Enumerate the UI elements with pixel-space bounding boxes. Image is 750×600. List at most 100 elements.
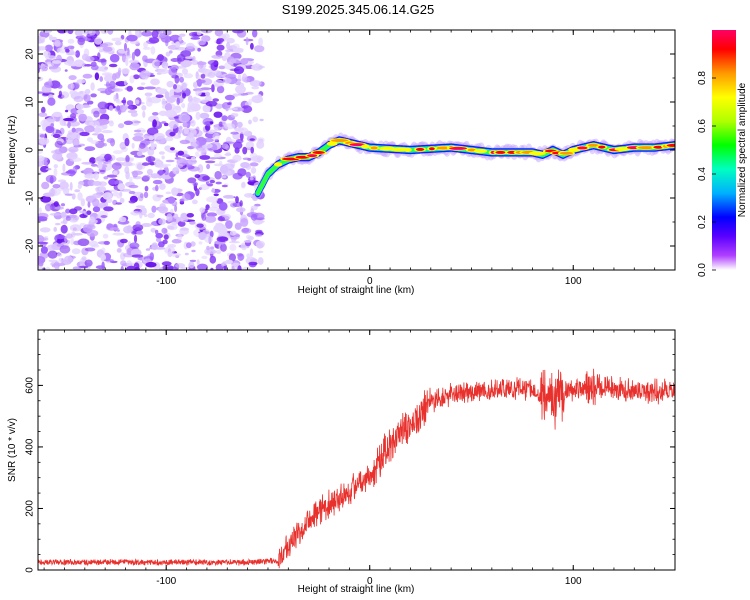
noise-blob [156, 237, 162, 243]
noise-blob [224, 94, 235, 101]
noise-blob [99, 43, 109, 48]
noise-blob [106, 174, 118, 178]
noise-blob [38, 149, 43, 155]
noise-blob [41, 92, 49, 97]
noise-blob [167, 224, 178, 231]
noise-blob [158, 206, 169, 214]
noise-blob [194, 174, 201, 179]
noise-blob [119, 197, 125, 204]
noise-blob [94, 156, 106, 164]
noise-blob [206, 245, 210, 251]
noise-blob [128, 200, 136, 204]
noise-blob [134, 30, 140, 36]
noise-blob [45, 125, 55, 134]
noise-blob [120, 265, 124, 270]
noise-blob [146, 168, 153, 176]
noise-blob [167, 196, 176, 204]
spectrogram-y-ticks: -20 -10 0 10 20 [25, 29, 675, 271]
noise-blob [47, 244, 56, 251]
noise-blob [172, 134, 182, 139]
noise-blob [74, 189, 81, 193]
noise-blob [202, 104, 211, 113]
noise-blob [88, 30, 96, 36]
noise-blob [126, 100, 134, 106]
noise-blob [181, 103, 186, 109]
noise-blob [245, 36, 249, 46]
noise-blob [165, 51, 171, 57]
noise-blob [112, 191, 120, 197]
noise-blob [179, 139, 190, 145]
noise-blob [62, 163, 66, 173]
noise-blob [158, 267, 163, 270]
noise-blob [78, 113, 88, 122]
noise-blob [197, 47, 201, 52]
spectrogram-noise-region [38, 30, 265, 270]
noise-blob [103, 143, 107, 147]
noise-blob [195, 111, 201, 120]
noise-blob [116, 105, 121, 111]
noise-blob [176, 97, 180, 106]
noise-blob [47, 250, 58, 259]
noise-blob [191, 156, 196, 161]
noise-blob [175, 263, 186, 269]
noise-blob [157, 164, 169, 168]
ridge-hotspot [363, 145, 368, 149]
snr-y-tick-label: 400 [25, 438, 36, 455]
noise-blob [145, 261, 157, 268]
noise-blob [69, 181, 73, 191]
noise-blob [86, 210, 92, 215]
noise-blob [247, 157, 252, 161]
noise-blob [136, 86, 145, 91]
noise-blob [129, 176, 133, 184]
noise-blob [38, 207, 42, 214]
noise-blob [38, 137, 50, 145]
noise-blob [239, 82, 245, 89]
noise-blob [84, 146, 96, 152]
noise-blob [130, 211, 141, 216]
noise-blob [65, 109, 69, 113]
noise-blob [115, 157, 126, 162]
noise-blob [90, 93, 97, 98]
noise-blob [54, 148, 65, 155]
noise-blob [104, 87, 112, 96]
noise-blob [216, 249, 222, 254]
noise-blob [65, 48, 70, 53]
noise-blob [52, 184, 61, 189]
noise-blob [72, 82, 80, 90]
noise-blob [57, 47, 62, 53]
noise-blob [123, 225, 133, 234]
noise-blob [242, 181, 246, 187]
noise-blob [218, 201, 228, 211]
noise-blob [67, 63, 79, 67]
noise-blob [136, 151, 143, 157]
noise-blob [142, 55, 148, 62]
noise-blob [213, 79, 225, 87]
noise-blob [233, 93, 241, 97]
noise-blob [150, 227, 157, 233]
noise-blob [82, 224, 93, 233]
noise-blob [162, 100, 168, 105]
noise-blob [216, 44, 225, 51]
noise-blob [201, 98, 209, 103]
noise-blob [109, 53, 120, 63]
snr-y-tick-label: 600 [25, 377, 36, 394]
noise-blob [131, 142, 135, 149]
noise-blob [123, 120, 133, 126]
noise-blob [129, 75, 135, 84]
ridge-hotspot [587, 143, 599, 147]
noise-blob [254, 45, 265, 53]
noise-blob [117, 183, 125, 191]
ridge-hotspot [405, 148, 410, 152]
noise-blob [41, 84, 52, 94]
noise-blob [218, 65, 226, 70]
noise-blob [204, 235, 214, 243]
noise-blob [249, 176, 254, 181]
noise-blob [189, 221, 196, 225]
noise-blob [155, 94, 164, 98]
noise-blob [97, 52, 101, 60]
noise-blob [172, 106, 182, 114]
noise-blob [209, 157, 217, 160]
noise-blob [209, 179, 216, 184]
ridge-hotspot [666, 143, 675, 147]
noise-blob [102, 233, 109, 239]
